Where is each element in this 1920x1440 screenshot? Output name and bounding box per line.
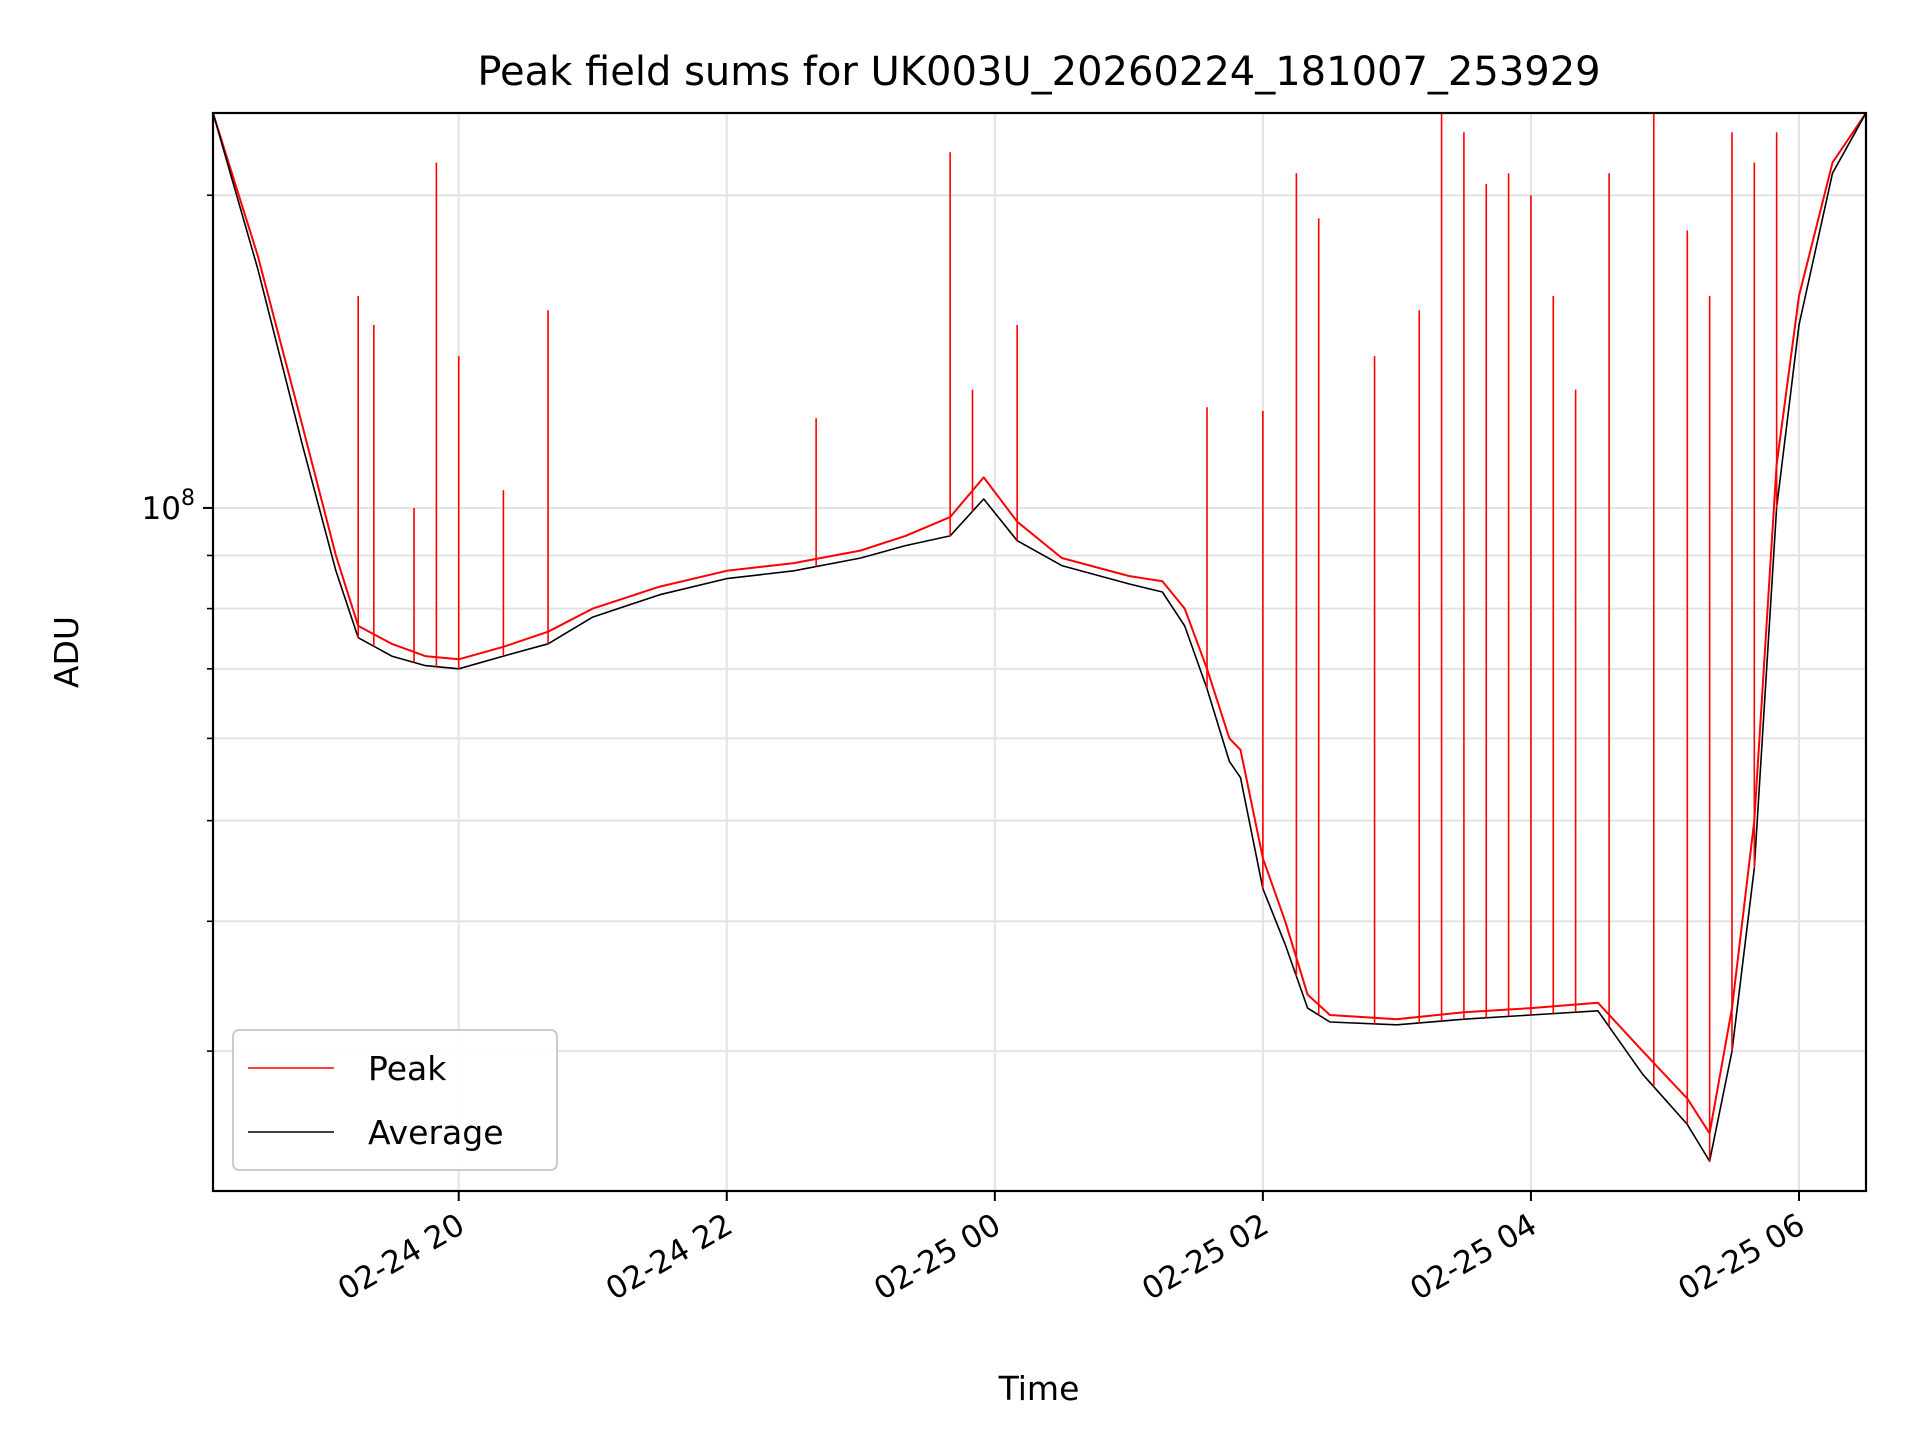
legend-box	[232, 1029, 558, 1171]
y-axis-label: ADU	[47, 616, 86, 688]
series-layer	[213, 113, 1866, 1162]
plot-frame	[211, 111, 1868, 1193]
chart-title: Peak field sums for UK003U_20260224_1810…	[477, 49, 1600, 95]
x-axis-label: Time	[998, 1369, 1080, 1408]
legend: Peak Average	[232, 1029, 558, 1171]
y-tick-label: 108	[142, 486, 195, 527]
legend-average-label: Average	[368, 1113, 504, 1152]
legend-peak-label: Peak	[368, 1049, 447, 1088]
